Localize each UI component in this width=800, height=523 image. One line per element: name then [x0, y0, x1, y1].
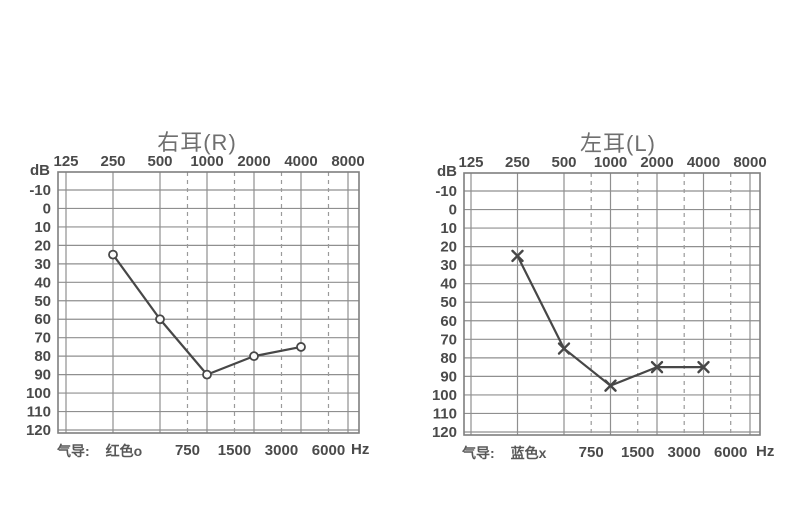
- y-tick-label-20db: 20: [440, 239, 457, 256]
- left-ear-legend: 气导: 蓝色x: [462, 443, 546, 463]
- plot-border: [463, 172, 761, 436]
- y-tick-label--10db: -10: [435, 183, 457, 200]
- top-tick-label-4000hz: 4000: [687, 154, 720, 171]
- y-tick-label-80db: 80: [440, 350, 457, 367]
- y-tick-label-10db: 10: [440, 220, 457, 237]
- top-tick-label-125hz: 125: [53, 153, 78, 170]
- top-tick-label-500hz: 500: [551, 154, 576, 171]
- data-point-circle-2000hz: [249, 351, 259, 362]
- right-ear-legend-value: 红色o: [105, 443, 143, 459]
- data-point-x-2000hz: [650, 360, 664, 374]
- top-tick-label-8000hz: 8000: [733, 154, 766, 171]
- top-tick-label-2000hz: 2000: [640, 154, 673, 171]
- y-tick-label-60db: 60: [34, 311, 51, 328]
- y-tick-label-60db: 60: [440, 313, 457, 330]
- left-ear-chart-title: 左耳(L): [580, 131, 656, 156]
- y-tick-label-50db: 50: [34, 293, 51, 310]
- y-tick-label-0db: 0: [449, 202, 457, 219]
- y-tick-label-120db: 120: [26, 422, 51, 439]
- left-ear-legend-label: 气导:: [462, 445, 495, 461]
- plot-border: [57, 171, 360, 434]
- left-ear-hz-unit-label: Hz: [756, 443, 775, 460]
- top-tick-label-1000hz: 1000: [594, 154, 627, 171]
- y-tick-label-80db: 80: [34, 348, 51, 365]
- data-point-x-500hz: [557, 342, 571, 355]
- right-ear-legend-label: 气导:: [57, 443, 90, 459]
- y-tick-label-20db: 20: [34, 237, 51, 254]
- y-tick-label-40db: 40: [34, 274, 51, 291]
- data-point-circle-1000hz: [202, 369, 212, 380]
- y-tick-label-70db: 70: [440, 331, 457, 348]
- top-tick-label-250hz: 250: [100, 153, 125, 170]
- bottom-tick-label-750hz: 750: [579, 444, 604, 461]
- data-point-circle-4000hz: [296, 342, 306, 352]
- bottom-tick-label-6000hz: 6000: [312, 442, 345, 459]
- top-tick-label-4000hz: 4000: [284, 153, 317, 170]
- y-tick-label-110db: 110: [27, 404, 51, 421]
- left-ear-db-unit-label: dB: [437, 163, 457, 180]
- left-ear-legend-value: 蓝色x: [510, 445, 547, 461]
- top-tick-label-8000hz: 8000: [331, 153, 364, 170]
- top-tick-label-500hz: 500: [147, 153, 172, 170]
- y-tick-label-40db: 40: [440, 276, 457, 293]
- y-tick-label-110db: 110: [433, 405, 457, 422]
- data-point-x-4000hz: [697, 360, 710, 374]
- data-point-circle-250hz: [108, 249, 118, 260]
- top-tick-label-125hz: 125: [458, 154, 483, 171]
- top-tick-label-2000hz: 2000: [237, 153, 270, 170]
- top-tick-label-250hz: 250: [505, 154, 530, 171]
- right-ear-db-unit-label: dB: [30, 162, 50, 179]
- y-tick-label-100db: 100: [26, 385, 51, 402]
- right-ear-chart-title: 右耳(R): [157, 130, 237, 155]
- y-tick-label--10db: -10: [29, 182, 51, 199]
- bottom-tick-label-3000hz: 3000: [265, 442, 298, 459]
- right-ear-legend: 气导: 红色o: [57, 441, 142, 461]
- data-point-x-1000hz: [604, 379, 617, 392]
- bottom-tick-label-3000hz: 3000: [668, 444, 701, 461]
- y-tick-label-30db: 30: [34, 256, 51, 273]
- bottom-tick-label-6000hz: 6000: [714, 444, 747, 461]
- data-point-x-250hz: [511, 249, 524, 263]
- right-ear-hz-unit-label: Hz: [351, 441, 370, 458]
- y-tick-label-90db: 90: [34, 367, 51, 384]
- y-tick-label-0db: 0: [43, 200, 51, 217]
- bottom-tick-label-1500hz: 1500: [218, 442, 251, 459]
- bottom-tick-label-750hz: 750: [175, 442, 200, 459]
- top-tick-label-1000hz: 1000: [190, 153, 223, 170]
- y-tick-label-100db: 100: [432, 387, 457, 404]
- bottom-tick-label-1500hz: 1500: [621, 444, 654, 461]
- y-tick-label-90db: 90: [440, 368, 457, 385]
- data-point-circle-500hz: [155, 314, 165, 325]
- y-tick-label-70db: 70: [34, 330, 51, 347]
- y-tick-label-120db: 120: [432, 424, 457, 441]
- y-tick-label-10db: 10: [34, 219, 51, 236]
- y-tick-label-50db: 50: [440, 294, 457, 311]
- y-tick-label-30db: 30: [440, 257, 457, 274]
